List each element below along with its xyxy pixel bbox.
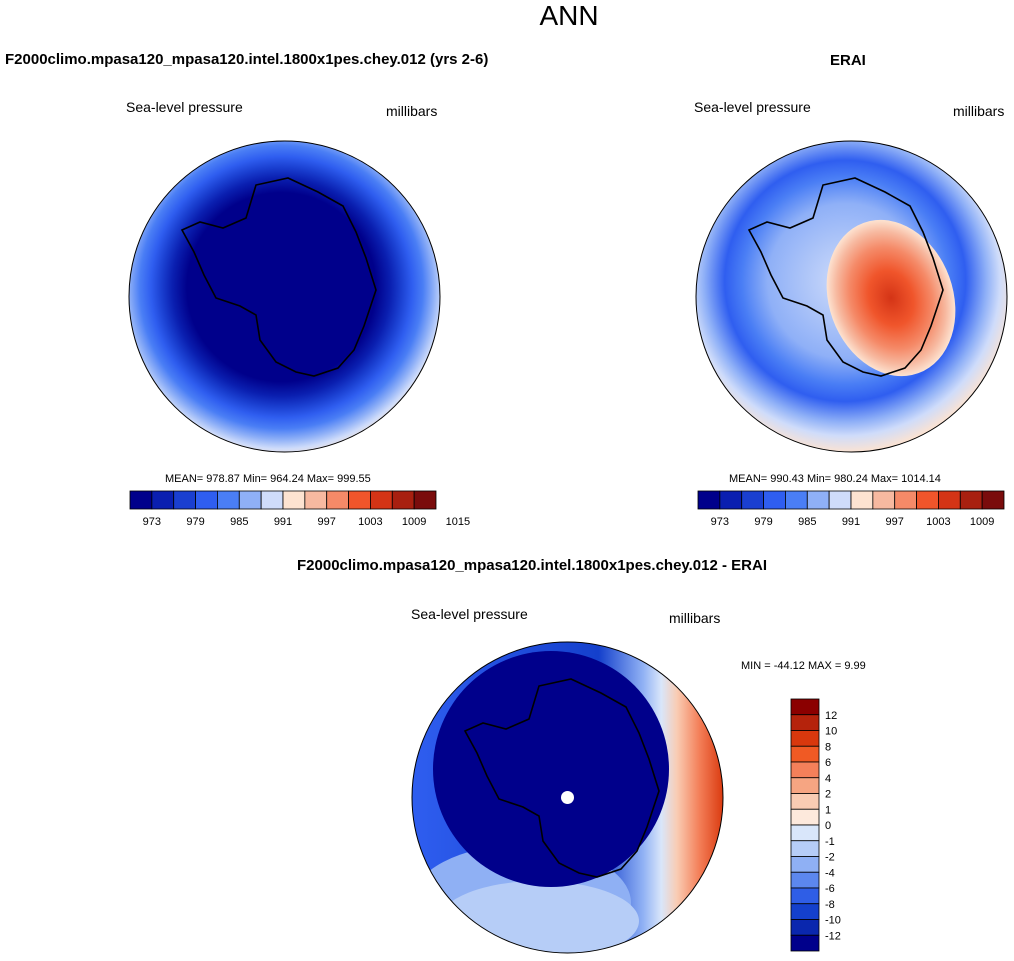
obs-variable-label: Sea-level pressure (694, 99, 811, 115)
colorbar-swatch (790, 856, 820, 873)
colorbar-swatch (938, 490, 961, 510)
antarctica-coastline (747, 177, 944, 377)
colorbar-tick-label: 1009 (970, 516, 994, 528)
colorbar-swatch (790, 698, 820, 716)
diff-polar-map (411, 641, 724, 954)
model-units-label: millibars (386, 103, 438, 119)
model-colorbar: 973 979 985 991 997 1003 1009 1015 (129, 490, 470, 528)
colorbar-swatch (828, 490, 852, 510)
colorbar-swatch (790, 934, 820, 952)
colorbar-swatch (238, 490, 262, 510)
colorbar-tick-label: -12 (825, 930, 841, 942)
obs-stats: MEAN= 990.43 Min= 980.24 Max= 1014.14 (729, 473, 941, 485)
colorbar-swatch (129, 490, 153, 510)
colorbar-swatch (790, 714, 820, 731)
colorbar-swatch (790, 777, 820, 794)
colorbar-tick-label: 997 (318, 516, 336, 528)
colorbar-tick-label: -1 (825, 836, 835, 848)
colorbar-swatch (790, 761, 820, 779)
colorbar-swatch (348, 490, 371, 510)
colorbar-swatch (872, 490, 896, 510)
model-panel-heading: F2000climo.mpasa120_mpasa120.intel.1800x… (5, 51, 489, 68)
colorbar-swatch (741, 490, 764, 510)
colorbar-swatch (217, 490, 240, 510)
colorbar-tick-label: 1009 (402, 516, 426, 528)
colorbar-tick-label: 973 (711, 516, 729, 528)
colorbar-swatch (391, 490, 415, 510)
colorbar-tick-label: 979 (754, 516, 772, 528)
colorbar-swatch (151, 490, 175, 510)
colorbar-swatch (173, 490, 196, 510)
pole-marker (561, 791, 574, 804)
colorbar-tick-label: 1 (825, 804, 831, 816)
colorbar-swatch (790, 840, 820, 857)
colorbar-swatch (790, 730, 820, 747)
colorbar-swatch (806, 490, 830, 510)
colorbar-swatch (370, 490, 393, 510)
colorbar-swatch (260, 490, 284, 510)
colorbar-swatch (282, 490, 306, 510)
colorbar-tick-label: 985 (230, 516, 248, 528)
colorbar-swatch (790, 903, 820, 920)
colorbar-tick-label: 973 (143, 516, 161, 528)
colorbar-swatch (790, 745, 820, 763)
colorbar-tick-label: 6 (825, 757, 831, 769)
diff-variable-label: Sea-level pressure (411, 606, 528, 622)
colorbar-swatch (790, 919, 820, 936)
colorbar-tick-label: 985 (798, 516, 816, 528)
colorbar-tick-label: 12 (825, 710, 837, 722)
diff-panel-heading: F2000climo.mpasa120_mpasa120.intel.1800x… (297, 557, 768, 574)
diff-stats: MIN = -44.12 MAX = 9.99 (741, 660, 866, 672)
colorbar-swatch (790, 871, 820, 889)
diff-units-label: millibars (669, 610, 721, 626)
colorbar-tick-label: 1015 (446, 516, 470, 528)
colorbar-tick-label: 991 (274, 516, 292, 528)
colorbar-tick-label: 2 (825, 789, 831, 801)
colorbar-swatch (719, 490, 743, 510)
colorbar-swatch (195, 490, 218, 510)
colorbar-swatch (790, 793, 820, 810)
colorbar-swatch (697, 490, 721, 510)
colorbar-tick-label: -2 (825, 852, 835, 864)
colorbar-tick-label: 8 (825, 741, 831, 753)
colorbar-swatch (894, 490, 917, 510)
obs-polar-map (695, 140, 1008, 453)
model-variable-label: Sea-level pressure (126, 99, 243, 115)
colorbar-tick-label: 997 (886, 516, 904, 528)
colorbar-tick-label: -4 (825, 867, 835, 879)
colorbar-tick-label: -10 (825, 915, 841, 927)
colorbar-swatch (790, 824, 820, 842)
colorbar-swatch (790, 887, 820, 905)
colorbar-swatch (850, 490, 874, 510)
obs-panel-heading: ERAI (830, 52, 866, 69)
colorbar-swatch (304, 490, 328, 510)
colorbar-swatch (326, 490, 349, 510)
colorbar-tick-label: 4 (825, 773, 831, 785)
obs-units-label: millibars (953, 103, 1005, 119)
model-stats: MEAN= 978.87 Min= 964.24 Max= 999.55 (165, 473, 371, 485)
colorbar-swatch (790, 808, 820, 826)
colorbar-tick-label: 979 (186, 516, 204, 528)
colorbar-tick-label: 0 (825, 820, 831, 832)
colorbar-swatch (981, 490, 1005, 510)
figure-title: ANN (539, 0, 599, 31)
model-polar-map (128, 140, 441, 453)
colorbar-swatch (785, 490, 808, 510)
colorbar-swatch (413, 490, 437, 510)
colorbar-tick-label: 10 (825, 726, 837, 738)
colorbar-tick-label: 991 (842, 516, 860, 528)
antarctica-coastline (463, 678, 660, 878)
colorbar-swatch (763, 490, 786, 510)
colorbar-swatch (959, 490, 983, 510)
colorbar-tick-label: 1003 (358, 516, 382, 528)
colorbar-tick-label: -8 (825, 899, 835, 911)
colorbar-tick-label: -6 (825, 883, 835, 895)
colorbar-swatch (916, 490, 939, 510)
antarctica-coastline (180, 177, 377, 377)
colorbar-tick-label: 1003 (926, 516, 950, 528)
